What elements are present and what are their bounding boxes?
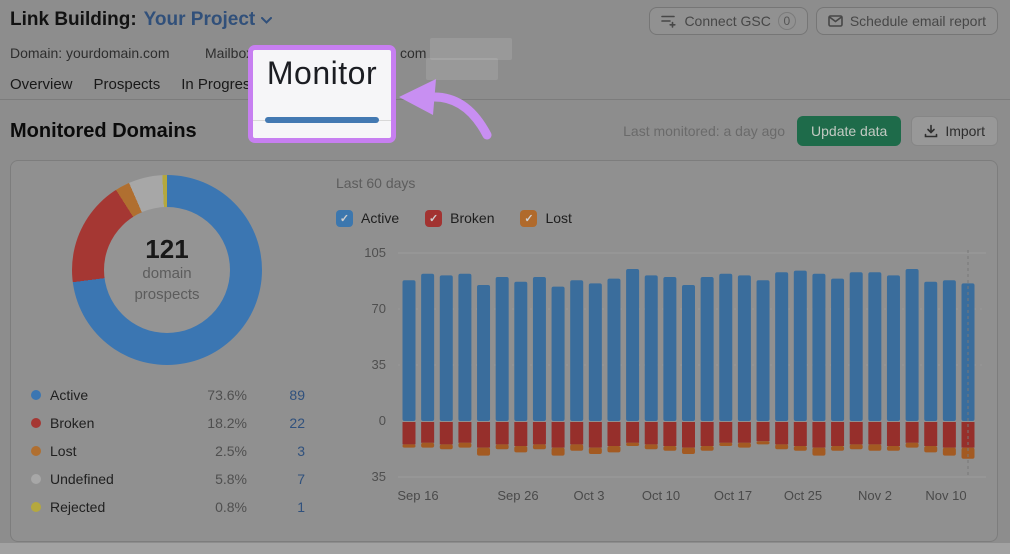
censored-mailbox-patch (430, 38, 512, 60)
filter-label: Broken (450, 210, 495, 226)
legend-row-rejected: Rejected 0.8% 1 (31, 493, 305, 521)
monitored-domains-card: 121 domain prospects Active 73.6% 89 Broken… (10, 160, 998, 542)
svg-text:Sep 16: Sep 16 (397, 488, 438, 503)
connect-gsc-badge: 0 (777, 12, 796, 30)
filter-label: Lost (545, 210, 572, 226)
last-monitored-text: Last monitored: a day ago (623, 123, 786, 139)
chart-filters: ✓ Active ✓ Broken ✓ Lost (336, 209, 990, 227)
project-selector[interactable]: Your Project (144, 9, 273, 31)
svg-text:Oct 10: Oct 10 (642, 488, 680, 503)
chevron-down-icon (261, 16, 273, 24)
mailbox-label: Mailbox: (205, 45, 258, 61)
legend-dot-icon (31, 446, 41, 456)
legend-label: Lost (50, 443, 77, 459)
legend-percent: 0.8% (215, 499, 247, 515)
tab-monitor-spotlight[interactable]: Monitor (248, 45, 396, 143)
bar-chart-panel: Last 60 days ✓ Active ✓ Broken ✓ Lost 105 70 35… (323, 161, 998, 541)
legend-count-link[interactable]: 7 (297, 471, 305, 487)
stacked-bar-chart: 105 70 35 0 35 Sep 16 Sep 26 Oct 3 Oct 10 Oct 17 O… (364, 245, 986, 503)
filter-lost[interactable]: ✓ Lost (520, 209, 572, 227)
svg-text:0: 0 (379, 413, 386, 428)
page-bottom-strip (0, 543, 1010, 554)
legend-row-undefined: Undefined 5.8% 7 (31, 465, 305, 493)
svg-text:Oct 25: Oct 25 (784, 488, 822, 503)
legend-label: Broken (50, 415, 95, 431)
donut-center-label-1: domain (142, 265, 192, 282)
domain-prospects-donut-chart: 121 domain prospects (72, 175, 262, 365)
page-title: Monitored Domains (10, 119, 197, 142)
legend-dot-icon (31, 502, 41, 512)
donut-center-label-2: prospects (134, 286, 200, 303)
donut-center: 121 domain prospects (104, 207, 230, 333)
tab-prospects[interactable]: Prospects (93, 76, 161, 93)
legend-percent: 5.8% (215, 471, 247, 487)
legend-dot-icon (31, 390, 41, 400)
import-button[interactable]: Import (911, 116, 998, 146)
svg-text:Sep 26: Sep 26 (497, 488, 538, 503)
tab-in-progress[interactable]: In Progress (181, 76, 258, 93)
section-toolbar: Monitored Domains Last monitored: a day … (0, 100, 1010, 146)
project-name: Your Project (143, 9, 256, 30)
mailbox-value-suffix: com (400, 45, 427, 61)
legend-count-link[interactable]: 1 (297, 499, 305, 515)
legend-count-link[interactable]: 89 (289, 387, 305, 403)
legend-dot-icon (31, 474, 41, 484)
tabs: Overview Prospects In Progress (10, 76, 258, 99)
svg-text:Oct 3: Oct 3 (573, 488, 604, 503)
legend-percent: 18.2% (207, 415, 247, 431)
svg-text:Oct 17: Oct 17 (714, 488, 752, 503)
legend-dot-icon (31, 418, 41, 428)
app-header: Link Building: Your Project Connect GSC … (0, 0, 1010, 100)
import-label: Import (945, 123, 985, 139)
filter-label: Active (361, 210, 400, 226)
filter-broken[interactable]: ✓ Broken (425, 209, 495, 227)
donut-legend: Active 73.6% 89 Broken 18.2% 22 Lost 2.5% 3 Undef… (31, 381, 305, 521)
connect-gsc-button[interactable]: Connect GSC 0 (649, 7, 808, 35)
tab-monitor-label: Monitor (266, 55, 378, 91)
chart-period-label: Last 60 days (336, 175, 416, 191)
donut-panel: 121 domain prospects Active 73.6% 89 Broken… (11, 161, 323, 541)
mail-icon (828, 15, 843, 27)
tab-overview[interactable]: Overview (10, 76, 73, 93)
domain-value: Domain: yourdomain.com (10, 45, 170, 61)
checkbox-icon: ✓ (425, 209, 443, 227)
list-plus-icon (661, 15, 677, 28)
legend-row-active: Active 73.6% 89 (31, 381, 305, 409)
legend-label: Rejected (50, 499, 106, 515)
svg-text:35: 35 (372, 469, 386, 484)
svg-text:105: 105 (364, 245, 386, 260)
donut-center-value: 121 (145, 234, 189, 264)
connect-gsc-label: Connect GSC (684, 13, 771, 29)
legend-percent: 2.5% (215, 443, 247, 459)
active-tab-underline (265, 117, 379, 123)
svg-text:70: 70 (372, 301, 386, 316)
filter-active[interactable]: ✓ Active (336, 209, 400, 227)
legend-row-broken: Broken 18.2% 22 (31, 409, 305, 437)
legend-count-link[interactable]: 22 (289, 415, 305, 431)
checkbox-icon: ✓ (520, 209, 538, 227)
legend-count-link[interactable]: 3 (297, 443, 305, 459)
schedule-email-report-button[interactable]: Schedule email report (815, 7, 998, 35)
legend-percent: 73.6% (207, 387, 247, 403)
app-title: Link Building: (10, 9, 137, 30)
legend-label: Active (50, 387, 89, 403)
download-icon (925, 124, 938, 138)
legend-row-lost: Lost 2.5% 3 (31, 437, 305, 465)
update-data-button[interactable]: Update data (797, 116, 902, 146)
svg-text:35: 35 (372, 357, 386, 372)
svg-text:Nov 10: Nov 10 (925, 488, 966, 503)
checkbox-icon: ✓ (336, 209, 353, 227)
censored-patch-2 (426, 58, 498, 80)
schedule-email-report-label: Schedule email report (849, 13, 986, 29)
svg-text:Nov 2: Nov 2 (858, 488, 892, 503)
legend-label: Undefined (50, 471, 114, 487)
